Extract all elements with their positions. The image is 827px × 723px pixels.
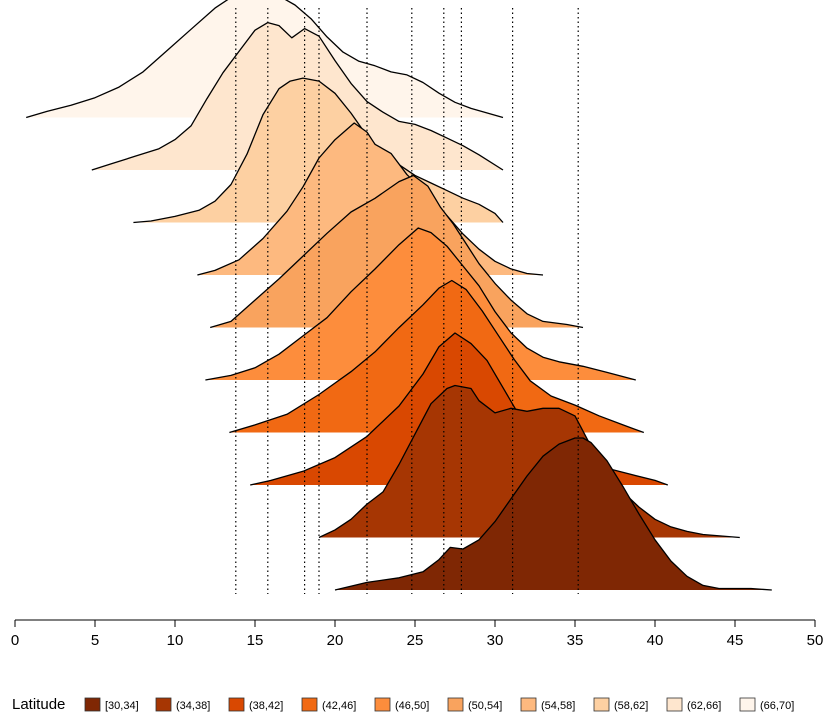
legend-swatch-4 <box>301 697 318 712</box>
legend-label-2: (34,38] <box>176 700 210 712</box>
legend-swatch-5 <box>374 697 391 712</box>
legend-label-8: (58,62] <box>614 700 648 712</box>
ridge-outline-5 <box>205 227 636 381</box>
x-tick-label-40: 40 <box>647 632 664 649</box>
legend-swatch-3 <box>228 697 245 712</box>
legend-label-3: (38,42] <box>249 700 283 712</box>
x-axis: 0 5 10 15 20 25 30 35 40 45 50 <box>11 619 824 649</box>
legend: Latitude [30,34] (34,38] (38,42] (42,46] (46… <box>12 696 794 713</box>
legend-swatch-2 <box>155 697 172 712</box>
ridge-outline-1 <box>334 437 772 591</box>
legend-label-4: (42,46] <box>322 700 356 712</box>
ridges-group <box>15 0 815 591</box>
x-tick-label-30: 30 <box>487 632 504 649</box>
ridge-outline-4 <box>229 279 645 434</box>
ridge-4 <box>15 279 815 434</box>
legend-label-7: (54,58] <box>541 700 575 712</box>
ridge-fill-9 <box>15 22 815 170</box>
x-tick-label-45: 45 <box>727 632 744 649</box>
x-tick-label-0: 0 <box>11 632 19 649</box>
x-tick-label-25: 25 <box>407 632 424 649</box>
x-tick-label-50: 50 <box>807 632 824 649</box>
legend-swatch-10 <box>739 697 756 712</box>
x-tick-label-20: 20 <box>327 632 344 649</box>
ridge-1 <box>15 437 815 591</box>
legend-swatch-1 <box>84 697 101 712</box>
legend-title: Latitude <box>12 696 65 713</box>
ridge-outline-2 <box>318 384 740 539</box>
ridge-outline-9 <box>91 21 504 171</box>
legend-label-6: (50,54] <box>468 700 502 712</box>
legend-swatch-8 <box>593 697 610 712</box>
x-tick-label-35: 35 <box>567 632 584 649</box>
x-tick-label-15: 15 <box>247 632 264 649</box>
x-tick-label-10: 10 <box>167 632 184 649</box>
ridge-5 <box>15 227 815 381</box>
legend-label-10: (66,70] <box>760 700 794 712</box>
x-tick-label-5: 5 <box>91 632 99 649</box>
legend-swatch-6 <box>447 697 464 712</box>
ridge-fill-4 <box>15 280 815 433</box>
legend-swatch-9 <box>666 697 683 712</box>
legend-items: [30,34] (34,38] (38,42] (42,46] (46,50] (50,5… <box>84 697 794 712</box>
ridge-fill-5 <box>15 228 815 380</box>
legend-label-5: (46,50] <box>395 700 429 712</box>
ridge-fill-1 <box>15 438 815 590</box>
ridge-outline-7 <box>197 122 544 276</box>
ridge-outline-6 <box>210 174 584 329</box>
ridge-outline-10 <box>26 0 504 119</box>
legend-label-9: (62,66] <box>687 700 721 712</box>
reference-lines-group <box>235 8 579 594</box>
ridge-outline-8 <box>133 77 504 224</box>
ridge-9 <box>15 21 815 171</box>
ridge-10 <box>15 0 815 119</box>
ridge-fill-10 <box>15 0 815 118</box>
legend-swatch-7 <box>520 697 537 712</box>
legend-label-1: [30,34] <box>105 700 139 712</box>
ridge-fill-3 <box>15 333 815 485</box>
